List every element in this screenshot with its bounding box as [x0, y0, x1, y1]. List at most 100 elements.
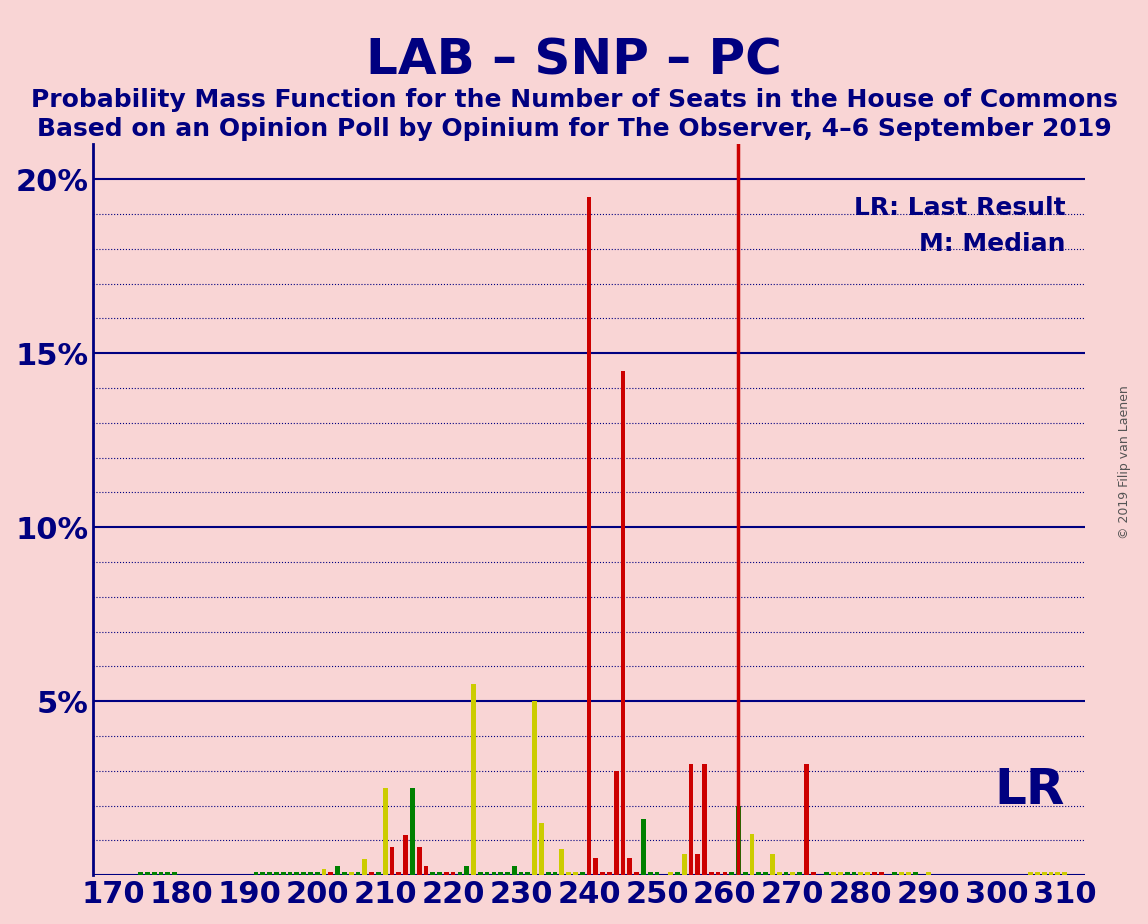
Bar [484, 871, 489, 875]
Bar [417, 847, 421, 875]
Bar [675, 871, 680, 875]
Text: Based on an Opinion Poll by Opinium for The Observer, 4–6 September 2019: Based on an Opinion Poll by Opinium for … [37, 117, 1111, 141]
Bar [559, 849, 564, 875]
Bar [294, 871, 300, 875]
Text: M: Median: M: Median [918, 232, 1065, 256]
Bar [458, 871, 463, 875]
Bar [545, 871, 551, 875]
Bar [810, 871, 815, 875]
Bar [1048, 871, 1054, 875]
Bar [363, 858, 367, 875]
Bar [403, 835, 408, 875]
Bar [321, 869, 326, 875]
Bar [491, 871, 496, 875]
Text: LR: LR [995, 765, 1065, 813]
Bar [913, 871, 917, 875]
Bar [682, 855, 687, 875]
Bar [566, 871, 571, 875]
Bar [729, 871, 734, 875]
Bar [668, 871, 673, 875]
Bar [281, 871, 286, 875]
Bar [526, 871, 530, 875]
Bar [647, 871, 652, 875]
Text: Probability Mass Function for the Number of Seats in the House of Commons: Probability Mass Function for the Number… [31, 88, 1117, 112]
Bar [498, 871, 503, 875]
Bar [696, 855, 700, 875]
Text: © 2019 Filip van Laenen: © 2019 Filip van Laenen [1118, 385, 1131, 539]
Bar [879, 871, 884, 875]
Bar [382, 788, 388, 875]
Bar [335, 867, 340, 875]
Bar [165, 871, 170, 875]
Bar [1035, 871, 1040, 875]
Bar [158, 871, 163, 875]
Bar [512, 867, 517, 875]
Bar [349, 871, 354, 875]
Bar [797, 871, 802, 875]
Text: LAB – SNP – PC: LAB – SNP – PC [366, 37, 782, 85]
Bar [621, 371, 626, 875]
Bar [505, 871, 510, 875]
Bar [540, 823, 544, 875]
Bar [533, 701, 537, 875]
Bar [356, 871, 360, 875]
Bar [342, 871, 347, 875]
Bar [152, 871, 156, 875]
Bar [709, 871, 714, 875]
Bar [654, 871, 659, 875]
Bar [573, 871, 577, 875]
Bar [424, 867, 428, 875]
Bar [899, 871, 903, 875]
Bar [430, 871, 435, 875]
Bar [1062, 871, 1066, 875]
Bar [267, 871, 272, 875]
Bar [478, 871, 482, 875]
Bar [301, 871, 307, 875]
Bar [736, 806, 740, 875]
Bar [600, 871, 605, 875]
Bar [906, 871, 910, 875]
Bar [471, 684, 476, 875]
Bar [1055, 871, 1061, 875]
Bar [1042, 871, 1047, 875]
Bar [722, 871, 728, 875]
Bar [594, 857, 598, 875]
Text: LR: Last Result: LR: Last Result [854, 196, 1065, 220]
Bar [396, 871, 401, 875]
Bar [824, 871, 829, 875]
Bar [831, 871, 836, 875]
Bar [437, 871, 442, 875]
Bar [777, 871, 782, 875]
Bar [892, 871, 897, 875]
Bar [580, 871, 584, 875]
Bar [308, 871, 312, 875]
Bar [288, 871, 293, 875]
Bar [1029, 871, 1033, 875]
Bar [804, 764, 809, 875]
Bar [703, 764, 707, 875]
Bar [315, 871, 319, 875]
Bar [370, 871, 374, 875]
Bar [519, 871, 523, 875]
Bar [852, 871, 856, 875]
Bar [261, 871, 265, 875]
Bar [451, 871, 456, 875]
Bar [587, 197, 591, 875]
Bar [791, 871, 796, 875]
Bar [172, 871, 177, 875]
Bar [641, 820, 645, 875]
Bar [838, 871, 843, 875]
Bar [628, 857, 633, 875]
Bar [138, 871, 144, 875]
Bar [770, 855, 775, 875]
Bar [614, 771, 619, 875]
Bar [444, 871, 449, 875]
Bar [634, 871, 639, 875]
Bar [763, 871, 768, 875]
Bar [859, 871, 863, 875]
Bar [274, 871, 279, 875]
Bar [552, 871, 558, 875]
Bar [377, 871, 381, 875]
Bar [926, 871, 931, 875]
Bar [607, 871, 612, 875]
